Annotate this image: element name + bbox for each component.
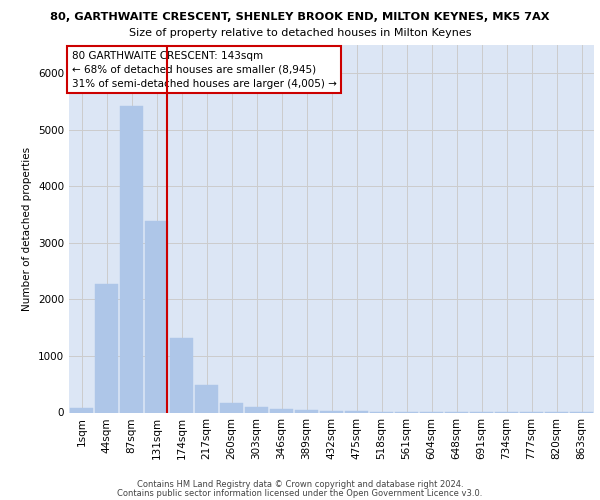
Bar [195,386,218,412]
Bar [270,408,293,412]
Bar [70,408,93,412]
Text: 80 GARTHWAITE CRESCENT: 143sqm
← 68% of detached houses are smaller (8,945)
31% : 80 GARTHWAITE CRESCENT: 143sqm ← 68% of … [71,50,337,88]
Bar [145,221,168,412]
Text: Contains HM Land Registry data © Crown copyright and database right 2024.: Contains HM Land Registry data © Crown c… [137,480,463,489]
Bar [245,407,268,412]
Bar [120,106,143,412]
Text: Contains public sector information licensed under the Open Government Licence v3: Contains public sector information licen… [118,490,482,498]
Text: 80, GARTHWAITE CRESCENT, SHENLEY BROOK END, MILTON KEYNES, MK5 7AX: 80, GARTHWAITE CRESCENT, SHENLEY BROOK E… [50,12,550,22]
Bar [295,410,318,412]
Bar [220,403,243,412]
Bar [320,411,343,412]
Y-axis label: Number of detached properties: Number of detached properties [22,146,32,311]
Bar [170,338,193,412]
Bar [95,284,118,412]
Text: Size of property relative to detached houses in Milton Keynes: Size of property relative to detached ho… [129,28,471,38]
